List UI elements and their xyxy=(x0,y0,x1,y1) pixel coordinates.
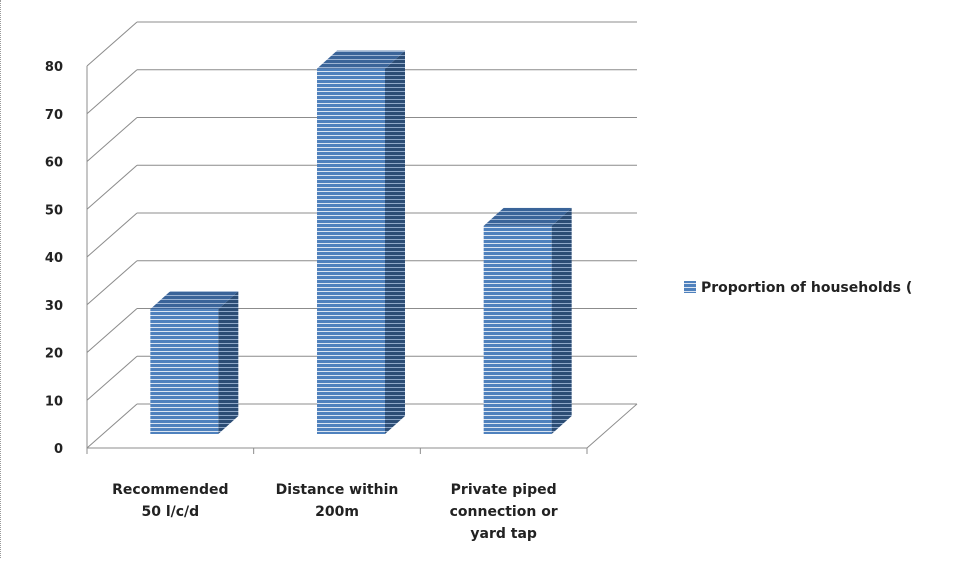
bars xyxy=(150,50,572,434)
x-category-label: Private piped connection or yard tap xyxy=(450,482,558,542)
gridline-side xyxy=(86,308,138,353)
y-tick-label: 40 xyxy=(45,251,63,266)
y-tick-label: 50 xyxy=(45,203,63,218)
bar-side xyxy=(218,291,239,434)
gridline-side xyxy=(86,212,138,258)
bar-front xyxy=(317,68,385,434)
y-tick-label: 70 xyxy=(45,108,63,123)
y-tick-label: 20 xyxy=(45,347,63,362)
y-tick-label: 60 xyxy=(45,156,63,171)
gridline-side xyxy=(86,164,138,210)
y-tick-label: 80 xyxy=(45,60,63,75)
bar xyxy=(317,50,405,434)
bar-front xyxy=(483,225,552,434)
y-tick-label: 30 xyxy=(45,299,63,314)
legend-swatch xyxy=(684,281,696,293)
bar xyxy=(483,207,572,434)
bar-front xyxy=(150,309,219,434)
legend-item: Proportion of households ( xyxy=(684,280,912,296)
legend: Proportion of households ( xyxy=(684,280,912,296)
gridline-side xyxy=(86,69,138,115)
bar-side xyxy=(385,50,405,434)
y-tick-label: 0 xyxy=(54,442,63,457)
labels: 0 10 20 30 40 50 60 70 80 Recommended 50 l/c/d Dist… xyxy=(45,60,558,542)
gridline-side xyxy=(86,260,138,306)
bar-top xyxy=(317,50,405,69)
bar xyxy=(150,291,239,434)
x-category-label: Recommended 50 l/c/d xyxy=(112,482,228,520)
gridline-side xyxy=(86,355,138,401)
axes xyxy=(86,66,588,454)
legend-label: Proportion of households ( xyxy=(701,280,912,296)
bar-top xyxy=(150,291,239,310)
bar-side xyxy=(551,207,572,434)
bar-top xyxy=(483,207,572,226)
floor-edge xyxy=(586,403,638,449)
gridline-side xyxy=(86,403,138,449)
gridline-side xyxy=(86,117,138,162)
gridline-side xyxy=(86,21,138,67)
x-category-label: Distance within 200m xyxy=(276,482,399,520)
y-tick-label: 10 xyxy=(45,394,63,409)
